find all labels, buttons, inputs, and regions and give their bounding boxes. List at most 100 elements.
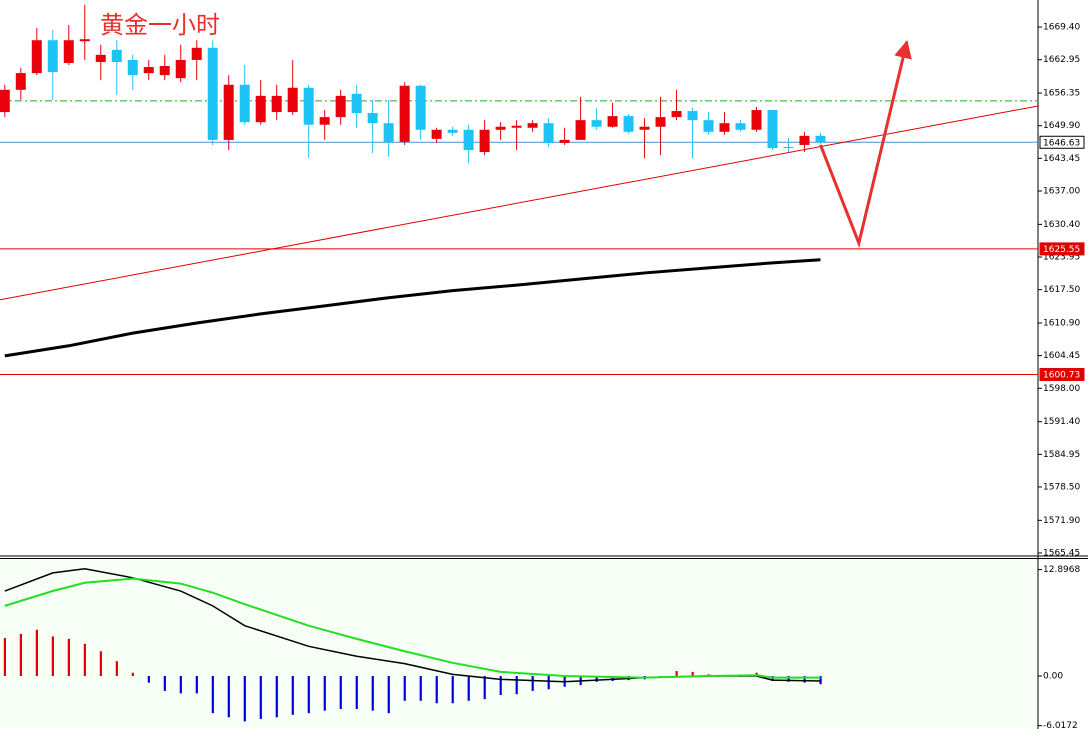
y-tick-label: 12.8968 bbox=[1043, 565, 1080, 575]
candle-body bbox=[223, 84, 234, 140]
macd-panel-bg bbox=[0, 558, 1038, 729]
candle-body bbox=[319, 117, 330, 125]
candle-body bbox=[111, 49, 122, 62]
candle-body bbox=[31, 40, 42, 74]
y-tick-label: 1623.95 bbox=[1043, 253, 1080, 263]
candle-body bbox=[47, 40, 58, 73]
candle-body bbox=[287, 87, 298, 113]
histogram-bar bbox=[803, 676, 806, 683]
histogram-bar bbox=[355, 676, 358, 710]
price-label-box bbox=[1039, 367, 1085, 381]
candle-body bbox=[783, 146, 794, 148]
candle-body bbox=[703, 120, 714, 132]
candle-body bbox=[671, 111, 682, 118]
candle-body bbox=[559, 139, 570, 143]
histogram-bar bbox=[243, 676, 246, 722]
histogram-bar bbox=[483, 676, 486, 700]
histogram-bar bbox=[115, 661, 118, 677]
candle-body bbox=[639, 126, 650, 130]
candle-body bbox=[735, 123, 746, 130]
candle-body bbox=[815, 135, 826, 143]
histogram-bar bbox=[595, 676, 598, 682]
histogram-bar bbox=[51, 636, 54, 677]
histogram-bar bbox=[275, 676, 278, 718]
candle-body bbox=[495, 126, 506, 130]
y-tick-label: -6.0172 bbox=[1043, 721, 1078, 729]
candle-body bbox=[607, 116, 618, 127]
histogram-bar bbox=[787, 676, 790, 682]
histogram-bar bbox=[419, 676, 422, 701]
candle-body bbox=[303, 87, 314, 125]
y-tick-label: 1571.90 bbox=[1043, 516, 1080, 526]
candle-body bbox=[207, 47, 218, 140]
candle-body bbox=[415, 85, 426, 130]
histogram-bar bbox=[99, 651, 102, 677]
histogram-bar bbox=[515, 676, 518, 695]
candle-body bbox=[719, 123, 730, 132]
y-tick-label: 1617.50 bbox=[1043, 285, 1080, 295]
candle-body bbox=[143, 67, 154, 74]
histogram-bar bbox=[227, 676, 230, 718]
candle-body bbox=[687, 111, 698, 121]
candle-body bbox=[543, 123, 554, 143]
histogram-bar bbox=[163, 676, 166, 691]
candle-body bbox=[527, 123, 538, 128]
candle-body bbox=[15, 73, 26, 90]
candle-body bbox=[159, 66, 170, 76]
price-label: 1600.73 bbox=[1043, 370, 1080, 380]
histogram-bar bbox=[195, 676, 198, 694]
price-label-box bbox=[1039, 242, 1085, 256]
candle-body bbox=[95, 54, 106, 62]
candle-body bbox=[591, 120, 602, 127]
candle-body bbox=[127, 59, 138, 76]
price-label: 1625.55 bbox=[1043, 245, 1080, 255]
price-label-box bbox=[1039, 135, 1085, 149]
candle-body bbox=[447, 129, 458, 133]
histogram-bar bbox=[387, 676, 390, 714]
histogram-bar bbox=[211, 676, 214, 714]
histogram-bar bbox=[259, 676, 262, 719]
y-tick-label: 1598.00 bbox=[1043, 384, 1080, 394]
y-tick-label: 1565.45 bbox=[1043, 548, 1080, 558]
candle-body bbox=[383, 123, 394, 142]
candle-body bbox=[335, 95, 346, 118]
histogram-bar bbox=[691, 671, 694, 677]
histogram-bar bbox=[819, 676, 822, 685]
y-tick-label: 1604.45 bbox=[1043, 351, 1080, 361]
y-tick-label: 1637.00 bbox=[1043, 186, 1080, 196]
candle-body bbox=[351, 93, 362, 114]
chart-title: 黄金一小时 bbox=[100, 11, 220, 39]
histogram-bar bbox=[147, 676, 150, 683]
histogram-bar bbox=[499, 676, 502, 695]
candle-body bbox=[575, 120, 586, 140]
signal-line bbox=[4, 577, 821, 679]
candle-body bbox=[511, 125, 522, 128]
candle-body bbox=[623, 116, 634, 132]
histogram-bar bbox=[435, 676, 438, 704]
moving-average bbox=[4, 258, 821, 358]
y-tick-label: 1591.40 bbox=[1043, 417, 1080, 427]
y-tick-label: 1656.35 bbox=[1043, 89, 1080, 99]
candle-body bbox=[767, 110, 778, 148]
histogram-bar bbox=[307, 676, 310, 714]
histogram-bar bbox=[547, 676, 550, 690]
histogram-bar bbox=[531, 676, 534, 691]
candle-body bbox=[399, 85, 410, 142]
y-tick-label: 1610.90 bbox=[1043, 319, 1080, 329]
histogram-bar bbox=[467, 676, 470, 701]
histogram-bar bbox=[19, 633, 22, 677]
candle-body bbox=[479, 129, 490, 153]
y-tick-label: 1584.95 bbox=[1043, 450, 1080, 460]
histogram-bar bbox=[67, 638, 70, 677]
histogram-bar bbox=[339, 676, 342, 710]
histogram-bar bbox=[323, 676, 326, 711]
price-label: 1646.63 bbox=[1043, 138, 1080, 148]
candle-body bbox=[655, 117, 666, 127]
histogram-bar bbox=[83, 643, 86, 677]
histogram-bar bbox=[403, 676, 406, 701]
y-tick-label: 1630.40 bbox=[1043, 220, 1080, 230]
y-tick-label: 1578.50 bbox=[1043, 482, 1080, 492]
histogram-bar bbox=[371, 676, 374, 711]
